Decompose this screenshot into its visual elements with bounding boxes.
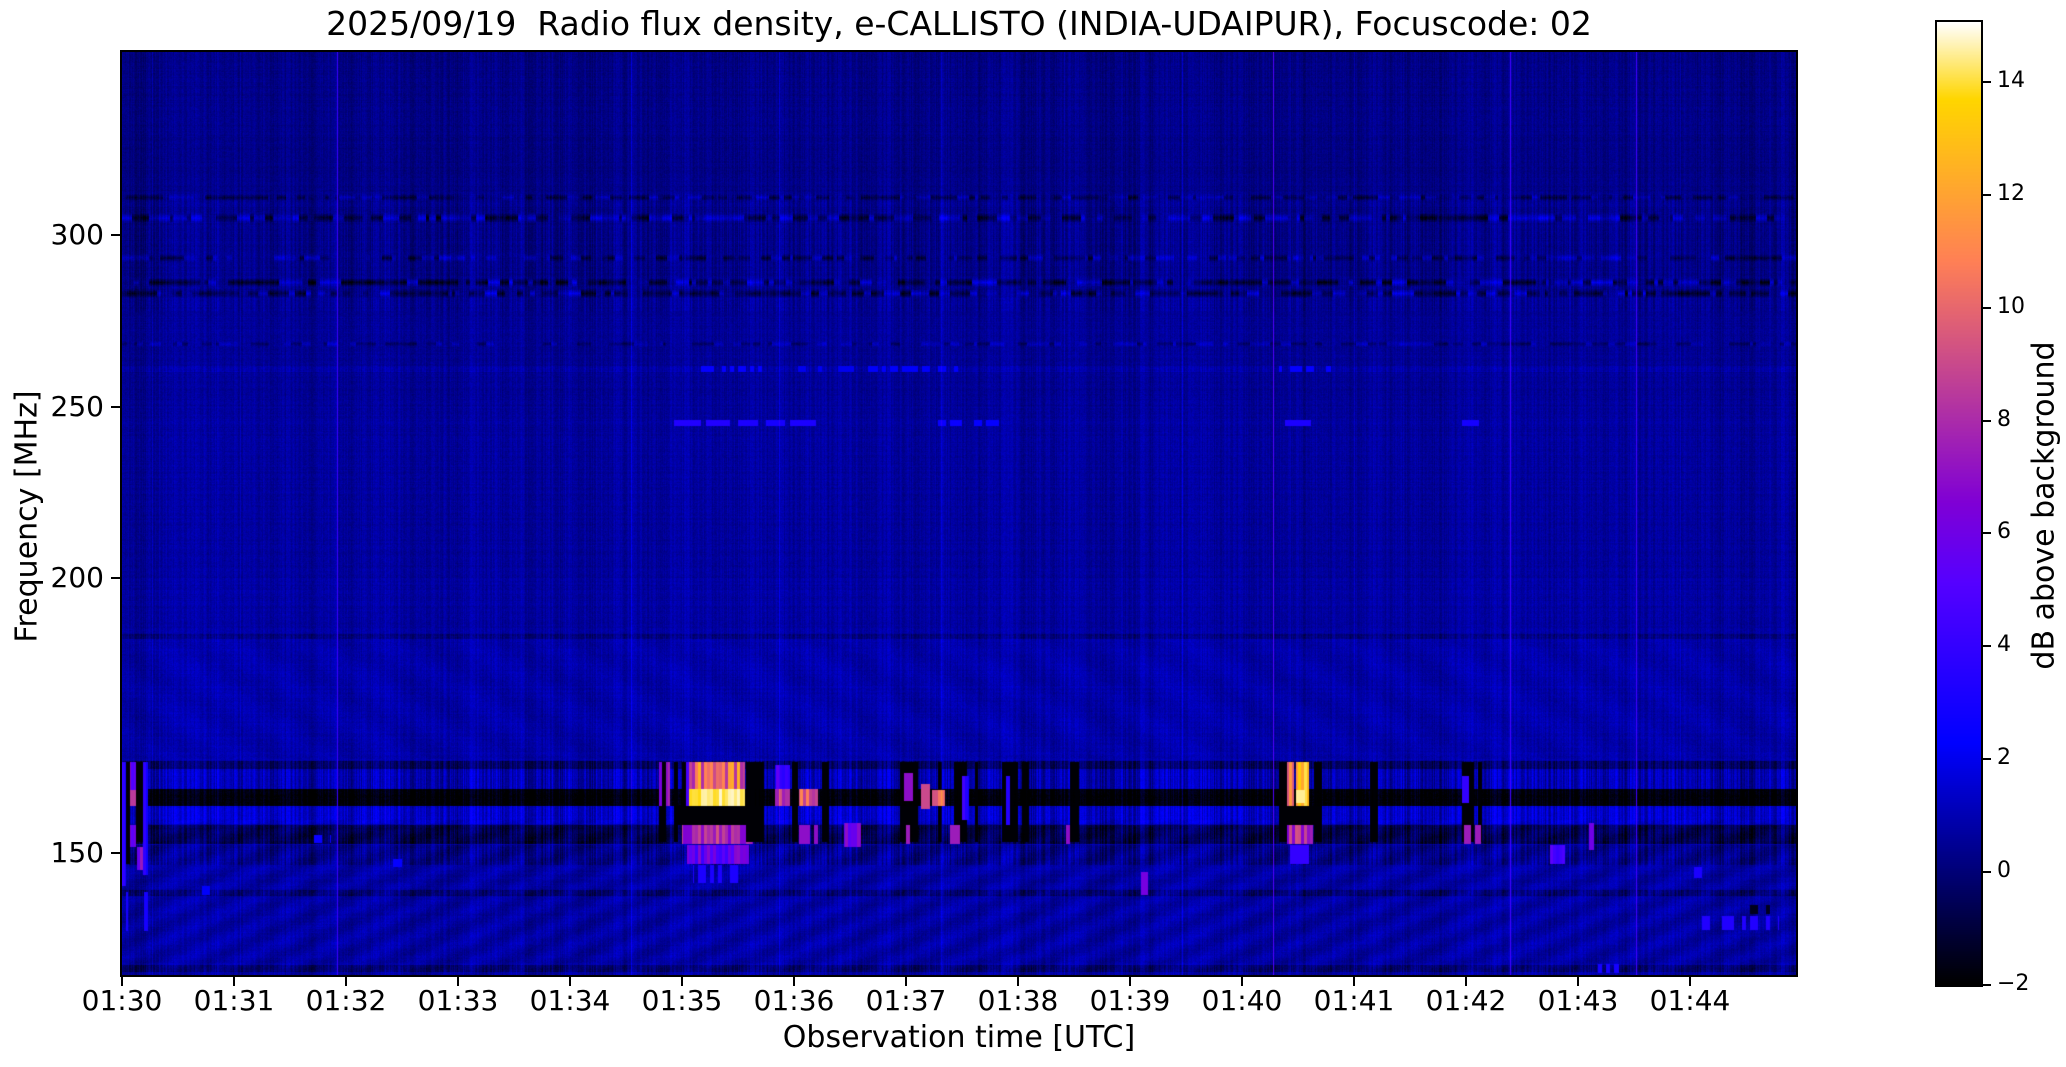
x-tick-mark [1241,977,1243,986]
x-tick-label: 01:33 [417,984,499,1017]
y-tick-label: 150 [50,836,104,869]
colorbar-tick-mark [1983,81,1991,83]
x-tick-label: 01:43 [1537,984,1619,1017]
colorbar-tick-label: 0 [1997,858,2011,883]
x-tick-mark [1689,977,1691,986]
colorbar-tick-mark [1983,194,1991,196]
colorbar-canvas [1937,22,1981,985]
colorbar-tick-label: 8 [1997,407,2011,432]
colorbar-tick-mark [1983,532,1991,534]
x-tick-mark [345,977,347,986]
colorbar-tick-label: 6 [1997,519,2011,544]
colorbar-tick-label: −2 [1997,971,2030,996]
x-tick-label: 01:34 [529,984,611,1017]
spectrogram-canvas [122,52,1796,975]
colorbar-tick-mark [1983,984,1991,986]
x-tick-mark [1465,977,1467,986]
y-tick-label: 300 [50,218,104,251]
y-tick-mark [111,234,120,236]
y-tick-mark [111,852,120,854]
x-tick-label: 01:30 [81,984,163,1017]
spectrogram-plot [120,50,1798,977]
x-tick-mark [1353,977,1355,986]
x-tick-mark [793,977,795,986]
chart-title: 2025/09/19 Radio flux density, e-CALLIST… [326,4,1592,43]
colorbar [1935,20,1983,987]
colorbar-tick-label: 4 [1997,632,2011,657]
x-tick-mark [1129,977,1131,986]
colorbar-tick-label: 12 [1997,181,2025,206]
colorbar-tick-mark [1983,758,1991,760]
x-tick-mark [457,977,459,986]
colorbar-tick-mark [1983,420,1991,422]
y-tick-label: 200 [50,561,104,594]
x-tick-mark [681,977,683,986]
x-tick-mark [1017,977,1019,986]
x-tick-label: 01:31 [193,984,275,1017]
x-tick-label: 01:32 [305,984,387,1017]
y-tick-mark [111,577,120,579]
x-tick-label: 01:38 [977,984,1059,1017]
colorbar-tick-mark [1983,871,1991,873]
y-tick-mark [111,406,120,408]
x-tick-mark [1577,977,1579,986]
x-tick-label: 01:36 [753,984,835,1017]
x-tick-label: 01:44 [1649,984,1731,1017]
colorbar-tick-label: 2 [1997,745,2011,770]
x-tick-label: 01:42 [1425,984,1507,1017]
y-axis-label: Frequency [MHz] [9,390,45,643]
x-axis-label: Observation time [UTC] [782,1020,1136,1055]
x-tick-label: 01:37 [865,984,947,1017]
x-tick-mark [233,977,235,986]
x-tick-label: 01:40 [1201,984,1283,1017]
colorbar-tick-mark [1983,645,1991,647]
colorbar-tick-label: 14 [1997,68,2025,93]
x-tick-label: 01:35 [641,984,723,1017]
x-tick-mark [121,977,123,986]
x-tick-mark [905,977,907,986]
x-tick-mark [569,977,571,986]
y-tick-label: 250 [50,390,104,423]
colorbar-label: dB above background [2026,341,2062,670]
colorbar-tick-mark [1983,307,1991,309]
colorbar-tick-label: 10 [1997,294,2025,319]
x-tick-label: 01:41 [1313,984,1395,1017]
x-tick-label: 01:39 [1089,984,1171,1017]
